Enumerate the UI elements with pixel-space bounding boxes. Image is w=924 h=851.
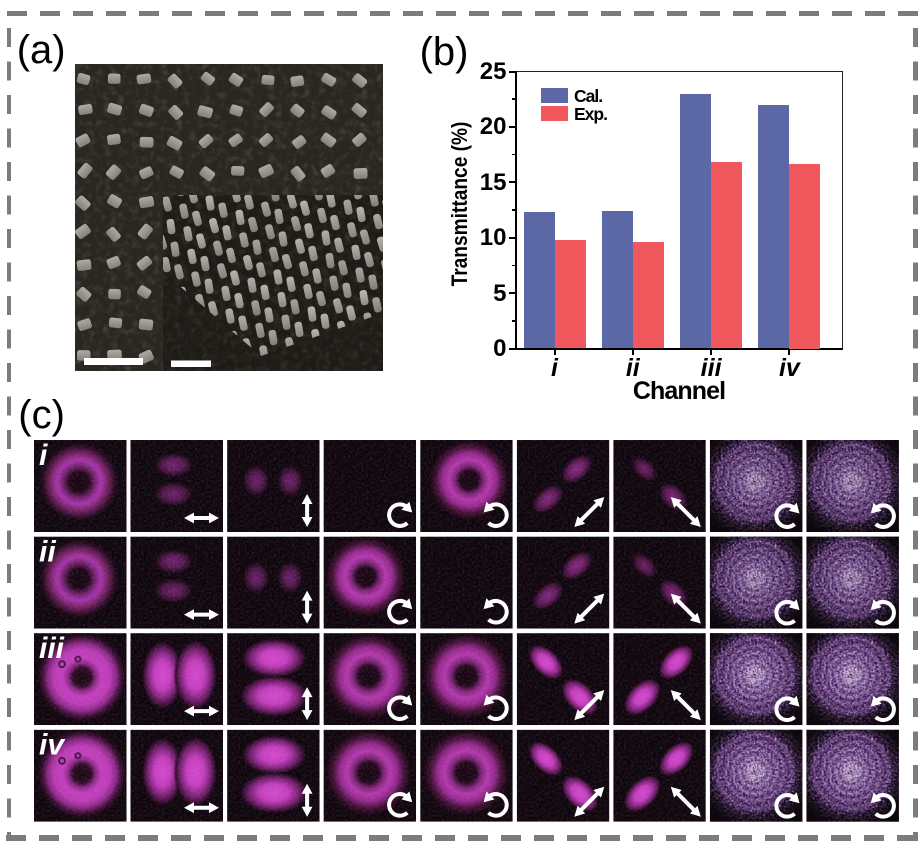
svg-text:iv: iv xyxy=(39,729,66,762)
svg-text:i: i xyxy=(39,440,48,472)
svg-text:ii: ii xyxy=(39,536,56,569)
svg-text:iii: iii xyxy=(39,632,65,665)
